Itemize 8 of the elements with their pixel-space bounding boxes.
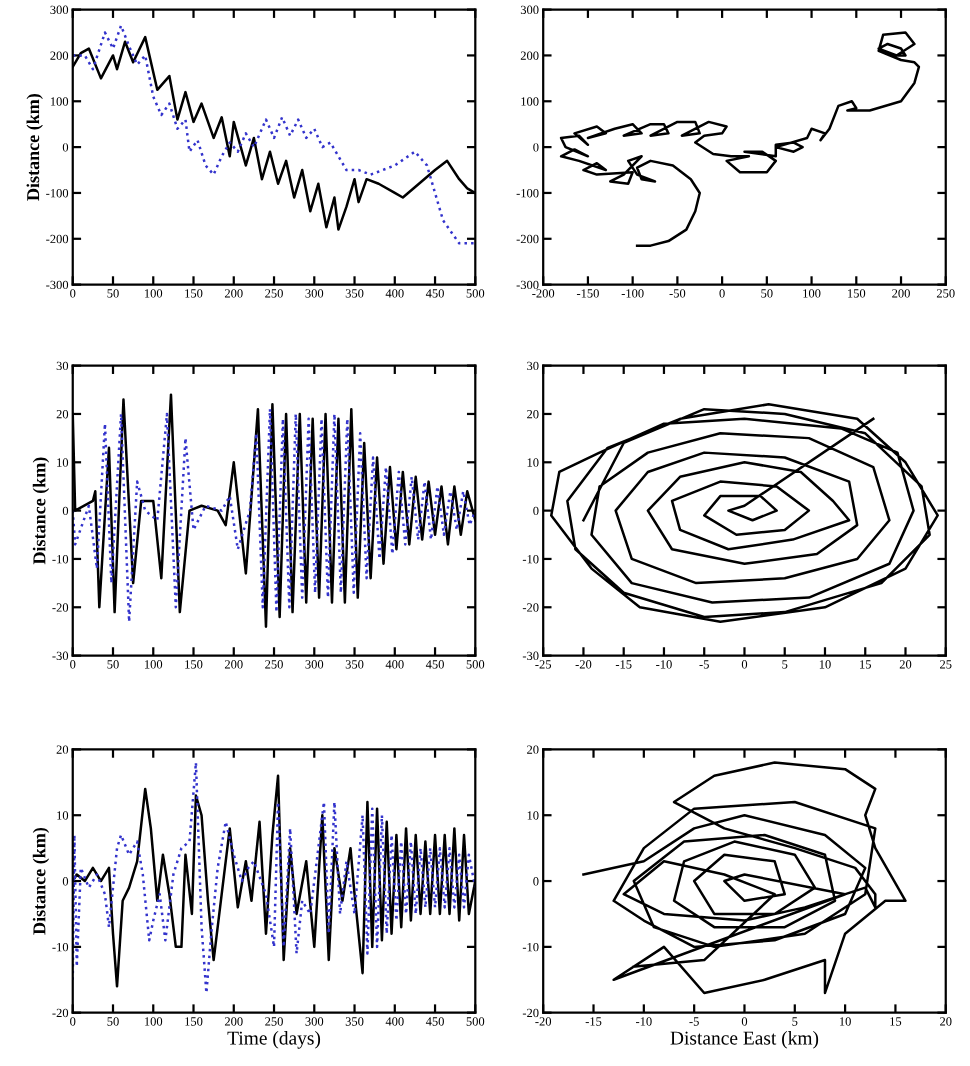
y-axis-title: Distance (km) [32,457,50,565]
line-series [550,403,939,624]
y-axis-title: Distance (km) [26,93,43,201]
x-axis-title: Distance East (km) [670,1030,819,1049]
x-axis-title: Time (days) [227,1030,321,1049]
y-axis-title: Distance (km) [32,827,50,935]
line-series [582,761,907,995]
line-series [559,31,921,247]
